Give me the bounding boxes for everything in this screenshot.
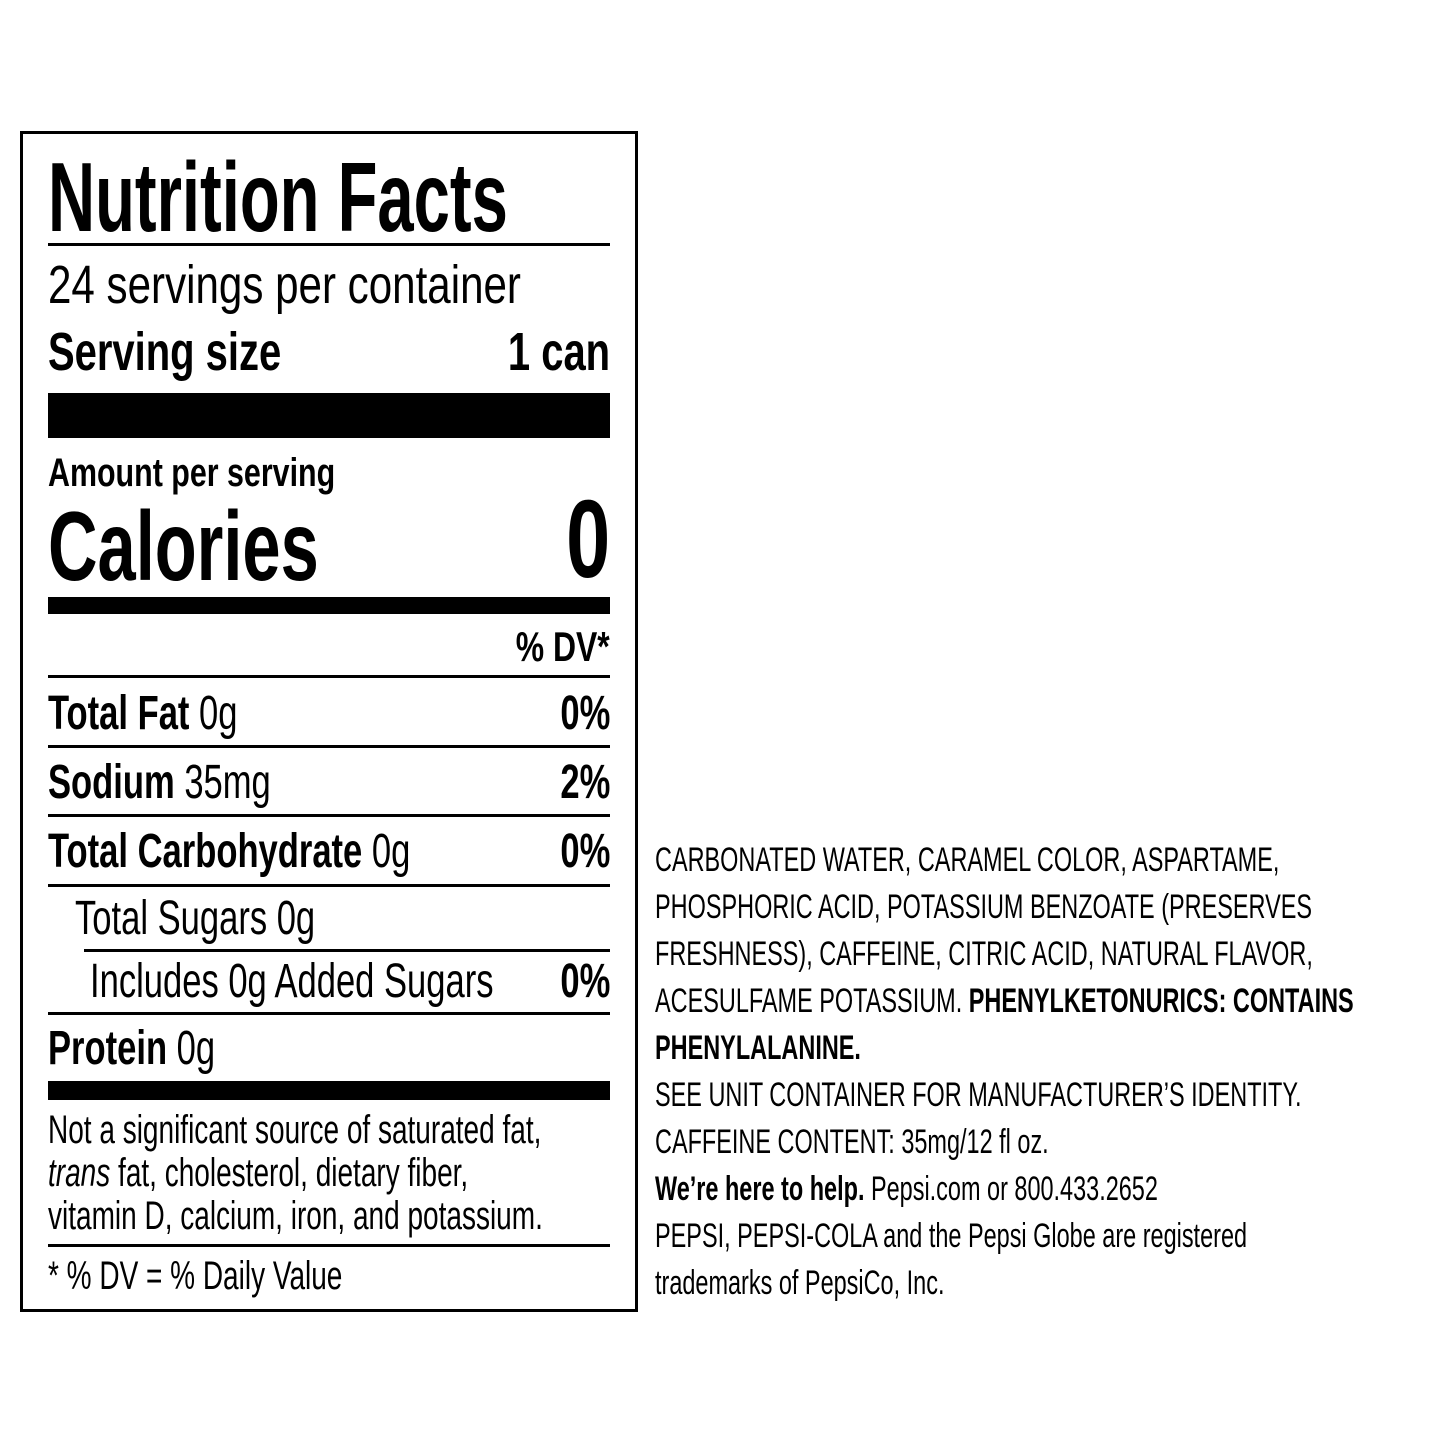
ingredients-line: PHOSPHORIC ACID, POTASSIUM BENZOATE (PRE… [655, 888, 1313, 926]
footnote-line: Not a significant source of saturated fa… [48, 1108, 542, 1152]
dv-header: % DV* [515, 623, 610, 670]
amount-per-serving: Amount per serving [48, 451, 336, 495]
ingredients-line: FRESHNESS), CAFFEINE, CITRIC ACID, NATUR… [655, 935, 1313, 973]
ingredients-line: ACESULFAME POTASSIUM. PHENYLKETONURICS: … [655, 984, 1354, 1018]
serving-size-value: 1 can [507, 322, 610, 382]
footnote-text: fat, cholesterol, dietary fiber, [110, 1151, 469, 1195]
caffeine-content: CAFFEINE CONTENT: 35mg/12 fl oz. [655, 1123, 1049, 1161]
ingredients-line: CARBONATED WATER, CARAMEL COLOR, ASPARTA… [655, 841, 1280, 879]
nutrient-row-sodium: Sodium 35mg [48, 759, 271, 807]
medium-divider [48, 1081, 610, 1100]
nutrient-name: Sodium [48, 756, 175, 809]
footnote-line: trans fat, cholesterol, dietary fiber, [48, 1153, 468, 1193]
divider [48, 814, 610, 817]
nutrient-amount: 35mg [174, 756, 271, 809]
nutrient-name: Total Fat [48, 687, 190, 740]
trademark-line: trademarks of PepsiCo, Inc. [655, 1264, 945, 1302]
nutrient-row-added-sugars: Includes 0g Added Sugars [90, 955, 494, 1008]
nutrition-facts-panel [20, 131, 638, 1312]
nutrient-name: Total Carbohydrate [48, 825, 363, 878]
dv-definition: * % DV = % Daily Value [48, 1254, 343, 1298]
nutrient-dv: 0% [560, 955, 610, 1008]
divider [48, 243, 610, 246]
trademark-line: PEPSI, PEPSI-COLA and the Pepsi Globe ar… [655, 1217, 1248, 1255]
divider [48, 675, 610, 678]
calories-value: 0 [565, 478, 610, 601]
contact-info: Pepsi.com or 800.433.2652 [864, 1170, 1158, 1208]
calories-label: Calories [48, 491, 319, 601]
divider [48, 884, 610, 887]
nutrient-row-total-sugars: Total Sugars 0g [75, 892, 316, 945]
nutrient-amount: 0g [189, 687, 238, 740]
nutrient-row-total-fat: Total Fat 0g [48, 690, 237, 738]
footnote-line: vitamin D, calcium, iron, and potassium. [48, 1194, 543, 1238]
nutrient-name: Protein [48, 1022, 168, 1075]
nutrient-dv: 2% [560, 756, 610, 809]
nutrient-row-protein: Protein 0g [48, 1025, 215, 1073]
divider [84, 949, 610, 952]
ingredients-text: ACESULFAME POTASSIUM. [655, 982, 969, 1020]
thick-divider [48, 393, 610, 438]
servings-per-container: 24 servings per container [48, 255, 521, 315]
nutrient-dv: 0% [560, 825, 610, 878]
contact-line: We’re here to help. Pepsi.com or 800.433… [655, 1172, 1158, 1206]
footnote-trans: trans [48, 1151, 111, 1195]
serving-size-label: Serving size [48, 322, 282, 382]
nutrition-facts-title: Nutrition Facts [48, 142, 508, 252]
nutrient-amount: 0g [167, 1022, 216, 1075]
divider [48, 745, 610, 748]
help-text: We’re here to help. [655, 1170, 865, 1208]
manufacturer-note: SEE UNIT CONTAINER FOR MANUFACTURER’S ID… [655, 1076, 1302, 1114]
divider [48, 1012, 610, 1015]
medium-divider [48, 597, 610, 614]
nutrient-dv: 0% [560, 687, 610, 740]
nutrient-amount: 0g [362, 825, 411, 878]
phenylketonurics-warning: PHENYLKETONURICS: CONTAINS [968, 982, 1354, 1020]
phenylalanine-warning: PHENYLALANINE. [655, 1029, 861, 1067]
nutrient-row-total-carbohydrate: Total Carbohydrate 0g [48, 828, 410, 876]
divider [48, 1244, 610, 1247]
